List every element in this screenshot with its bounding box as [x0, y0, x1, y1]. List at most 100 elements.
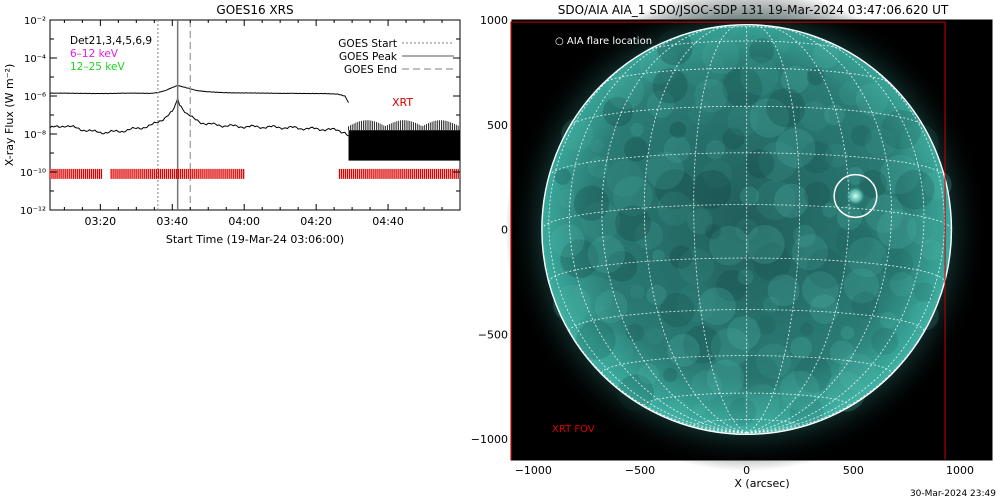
solar-texture-blob — [800, 141, 834, 174]
xrt-coverage-ticks — [49, 168, 459, 179]
solar-texture-blob — [737, 269, 754, 285]
aia-y-tick-label: −1000 — [471, 433, 508, 446]
solar-texture-blob — [762, 296, 780, 313]
goes-y-tick-label: 10⁻¹² — [20, 206, 46, 217]
solar-texture-blob — [758, 141, 798, 181]
solar-texture-blob — [793, 224, 816, 248]
solar-texture-blob — [775, 128, 816, 168]
goes-legend-event-item: GOES Peak — [339, 51, 398, 63]
solar-texture-blob — [871, 327, 899, 355]
solar-texture-blob — [587, 156, 609, 178]
grid-longitude-line — [746, 45, 945, 434]
aia-y-tick-label: 1000 — [480, 14, 508, 27]
solar-texture-blob — [624, 137, 649, 162]
goes-series-0 — [49, 85, 349, 103]
solar-texture-blob — [551, 223, 585, 258]
aia-plot-frame — [511, 19, 993, 461]
solar-texture-blob — [669, 245, 693, 269]
solar-texture-blob — [684, 48, 725, 89]
grid-longitude-line — [548, 45, 747, 434]
solar-texture-blob — [705, 223, 721, 240]
goes-x-axis-label: Start Time (19-Mar-24 03:06:00) — [166, 233, 344, 246]
solar-texture-blob — [850, 125, 872, 146]
solar-texture-blob — [638, 363, 660, 385]
grid-latitude-line — [693, 418, 801, 426]
solar-texture-blob — [909, 300, 939, 331]
solar-texture-blob — [663, 368, 678, 383]
solar-texture-blob — [839, 81, 863, 106]
aia-x-tick-label: −500 — [625, 464, 655, 477]
solar-texture-blob — [676, 283, 717, 323]
solar-texture-blob — [646, 90, 675, 118]
solar-texture-blob — [709, 225, 750, 266]
heliographic-grid — [541, 24, 953, 436]
solar-texture-blob — [876, 208, 917, 249]
solar-texture-blob — [612, 176, 653, 217]
solar-texture-blob — [781, 65, 809, 94]
goes-x-tick-label: 03:20 — [84, 215, 116, 228]
solar-texture-blob — [682, 325, 722, 364]
solar-texture-blob — [560, 239, 599, 279]
grid-longitude-line — [746, 24, 801, 434]
solar-texture-blob — [790, 336, 812, 359]
grid-longitude-line — [601, 26, 747, 434]
aia-x-tick-label: 1000 — [946, 464, 974, 477]
solar-texture-blob — [745, 149, 775, 179]
solar-texture-blob — [557, 189, 577, 208]
goes-x-tick-label: 04:00 — [228, 215, 260, 228]
solar-texture-blob — [755, 179, 796, 220]
goes-y-axis-ticks: 10⁻² 10⁻⁴ 10⁻⁶ 10⁻⁸ 10⁻¹⁰ 10⁻¹² — [20, 16, 460, 217]
solar-texture-blob — [843, 268, 879, 304]
grid-longitude-line — [541, 229, 747, 434]
solar-texture-blob — [691, 370, 722, 401]
solar-texture-blob — [630, 122, 644, 137]
solar-texture-blob — [735, 218, 758, 241]
goes-y-tick-label: 10⁻¹⁰ — [20, 168, 46, 179]
grid-latitude-line — [700, 26, 793, 31]
goes-x-axis-ticks: 03:20 03:40 04:00 04:20 04:40 — [63, 20, 461, 228]
aia-y-tick-label: 0 — [501, 224, 508, 237]
solar-texture-blob — [702, 159, 732, 189]
solar-texture-blob — [617, 374, 654, 411]
solar-texture-blob — [716, 269, 748, 302]
goes-x-tick-label: 04:40 — [372, 215, 404, 228]
plot-timestamp: 30-Mar-2024 23:49 — [910, 489, 996, 499]
goes-noise-block — [348, 130, 460, 161]
solar-texture-blob — [809, 294, 840, 324]
solar-texture-blob — [698, 287, 736, 326]
solar-texture-blob — [657, 191, 692, 226]
solar-texture-blob — [606, 160, 644, 197]
solar-texture-blob — [791, 234, 828, 271]
grid-longitude-line — [693, 24, 747, 434]
solar-texture-blob — [634, 220, 664, 250]
aia-x-axis-ticks: −1000 −500 0 500 1000 — [515, 453, 974, 477]
solar-texture-blob — [615, 205, 651, 242]
solar-texture-blob — [660, 292, 695, 328]
solar-texture-blob — [693, 402, 707, 416]
solar-texture-blob — [851, 291, 879, 319]
grid-longitude-line — [746, 229, 952, 434]
flare-location-marker — [833, 173, 878, 219]
grid-longitude-line — [746, 25, 850, 434]
xrt-label: XRT — [392, 96, 413, 109]
goes-plot-frame — [49, 19, 461, 211]
goes-y-tick-label: 10⁻⁸ — [24, 130, 46, 141]
aia-y-tick-label: −500 — [478, 328, 508, 341]
aia-x-axis-label: X (arcsec) — [734, 477, 789, 490]
goes-series-1 — [49, 96, 349, 137]
solar-texture-blob — [907, 213, 939, 245]
flare-bright-region — [845, 186, 866, 206]
solar-texture-blob — [846, 166, 865, 186]
solar-texture-blob — [739, 186, 760, 206]
solar-texture-blob — [749, 38, 775, 64]
solar-texture-blob — [756, 316, 776, 335]
xrt-fov-label: XRT FOV — [552, 424, 595, 435]
goes-legend-event-item: GOES End — [344, 64, 397, 76]
solar-texture-blob — [576, 320, 616, 360]
solar-texture-blob — [669, 121, 687, 139]
solar-texture-blob — [899, 124, 939, 164]
solar-texture-blob — [702, 36, 740, 74]
solar-texture-blob — [801, 271, 839, 308]
aia-image-panel: SDO/AIA AIA_1 SDO/JSOC-SDP 131 19-Mar-20… — [471, 0, 996, 499]
